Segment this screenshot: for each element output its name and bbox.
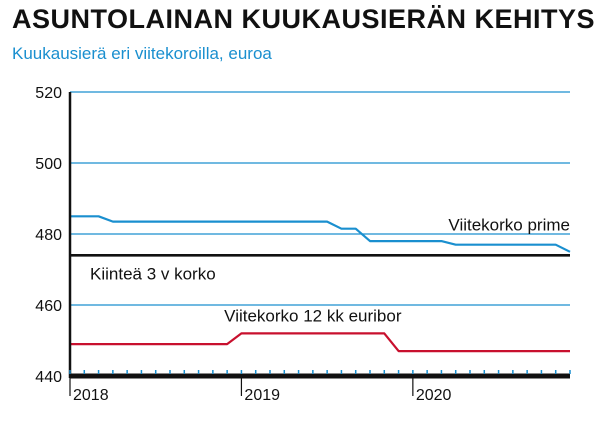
series-line-1 [70,215,571,253]
y-tick-label: 480 [35,227,62,244]
y-tick-label: 520 [35,85,62,102]
series-label-3: Viitekorko 12 kk euribor [224,306,402,325]
axes [68,92,571,379]
x-axis-ticks: 2018 2019 2020 [69,374,452,404]
series-label-2: Kiinteä 3 v korko [90,264,216,283]
y-tick-label: 460 [35,298,62,315]
y-tick-label: 500 [35,156,62,173]
chart-title: ASUNTOLAINAN KUUKAUSIERÄN KEHITYS [12,4,596,34]
x-tick-label: 2019 [244,387,280,404]
grid-lines [70,91,570,306]
x-tick-label: 2018 [73,387,109,404]
y-tick-label: 440 [35,369,62,386]
series-lines [70,215,571,353]
chart-subtitle: Kuukausierä eri viitekoroilla, euroa [12,44,272,63]
y-axis-ticks: 440 460 480 500 520 [35,85,62,386]
series-labels: Viitekorko prime Kiinteä 3 v korko Viiteko… [90,216,570,326]
series-label-1: Viitekorko prime [448,216,570,235]
series-line-3 [70,332,570,353]
x-tick-label: 2020 [416,387,452,404]
